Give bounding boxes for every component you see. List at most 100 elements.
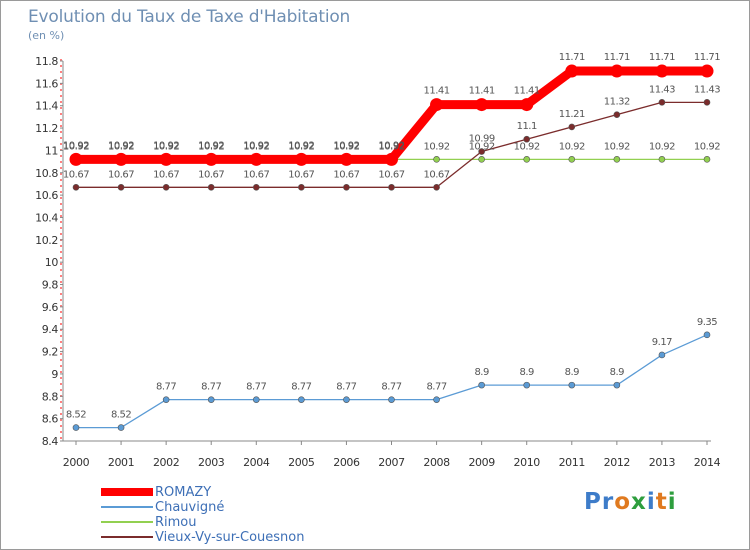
y-tick-label: 9.8 — [42, 279, 59, 292]
y-tick-label: 10 — [45, 256, 59, 269]
data-label-chauvigne: 8.52 — [111, 410, 131, 421]
x-tick-label: 2004 — [243, 456, 270, 469]
data-label-rimou: 10.92 — [108, 141, 134, 152]
data-label-rimou: 10.92 — [243, 141, 269, 152]
data-label-rimou: 10.92 — [469, 141, 495, 152]
legend-label-vieux-vy: Vieux-Vy-sur-Couesnon — [155, 530, 305, 545]
x-tick-label: 2011 — [559, 456, 585, 469]
x-tick-label: 2008 — [423, 456, 450, 469]
data-label-chauvigne: 8.9 — [520, 367, 535, 378]
data-label-chauvigne: 8.9 — [565, 367, 580, 378]
y-tick-label: 11.4 — [35, 100, 58, 113]
data-point-vieux-vy-sur-couesnon — [388, 183, 395, 191]
data-label-romazy: 10.92 — [198, 140, 224, 151]
data-label-vieux-vy-sur-couesnon: 10.67 — [63, 169, 89, 180]
data-point-chauvigne — [298, 396, 305, 403]
legend-swatch-romazy — [101, 488, 153, 496]
y-tick-label: 8.6 — [42, 413, 59, 426]
data-point-vieux-vy-sur-couesnon — [703, 99, 711, 106]
data-point-vieux-vy-sur-couesnon — [117, 183, 125, 191]
x-tick-label: 2007 — [378, 456, 405, 469]
data-point-chauvigne — [523, 381, 531, 389]
data-label-vieux-vy-sur-couesnon: 10.67 — [424, 169, 450, 180]
data-label-vieux-vy-sur-couesnon: 11.43 — [649, 84, 675, 95]
y-tick-label: 11.8 — [35, 55, 58, 68]
data-point-chauvigne — [658, 351, 666, 359]
data-label-chauvigne: 8.77 — [291, 382, 311, 393]
y-tick-label: 10.2 — [35, 234, 58, 247]
data-label-chauvigne: 8.77 — [201, 382, 221, 393]
data-label-romazy: 10.92 — [153, 140, 179, 151]
data-point-vieux-vy-sur-couesnon — [433, 183, 440, 191]
y-tick-label: 11.6 — [35, 77, 58, 90]
proxiti-logo: Proxiti — [584, 489, 677, 515]
data-label-vieux-vy-sur-couesnon: 10.67 — [198, 169, 224, 180]
data-label-chauvigne: 8.77 — [336, 382, 356, 393]
data-label-vieux-vy-sur-couesnon: 10.67 — [153, 169, 179, 180]
data-point-romazy — [475, 98, 489, 112]
data-point-chauvigne — [478, 381, 485, 389]
data-point-vieux-vy-sur-couesnon — [162, 183, 170, 191]
legend-swatch-vieux-vy — [101, 536, 153, 538]
data-label-romazy: 10.92 — [243, 140, 269, 151]
data-point-rimou — [658, 156, 666, 163]
data-label-vieux-vy-sur-couesnon: 10.67 — [333, 169, 359, 180]
data-label-rimou: 10.92 — [153, 141, 179, 152]
chart-axes: 8.4 8.6 8.8 9 9.2 9.4 9.6 9.8 10 10.2 10.4 10.6 10.8… — [35, 55, 721, 469]
data-label-vieux-vy-sur-couesnon: 11.43 — [694, 84, 720, 95]
data-point-romazy — [700, 64, 714, 78]
x-tick-label: 2009 — [468, 456, 495, 469]
data-point-romazy — [520, 98, 534, 112]
data-point-rimou — [478, 156, 485, 163]
data-label-vieux-vy-sur-couesnon: 10.67 — [288, 169, 314, 180]
data-point-chauvigne — [207, 396, 215, 403]
x-tick-label: 2014 — [694, 456, 721, 469]
x-tick-label: 2005 — [288, 456, 315, 469]
data-point-vieux-vy-sur-couesnon — [523, 135, 531, 143]
data-point-romazy — [655, 64, 669, 78]
data-label-vieux-vy-sur-couesnon: 11.32 — [604, 97, 630, 108]
logo-letter: i — [646, 489, 656, 515]
data-label-romazy: 10.92 — [108, 140, 134, 151]
chart-title: Evolution du Taux de Taxe d'Habitation — [28, 7, 351, 27]
data-label-rimou: 10.92 — [288, 141, 314, 152]
data-point-chauvigne — [703, 331, 711, 339]
x-tick-label: 2006 — [333, 456, 360, 469]
data-label-chauvigne: 9.35 — [697, 317, 717, 328]
data-point-rimou — [523, 156, 531, 163]
data-label-chauvigne: 8.77 — [156, 382, 176, 393]
data-point-chauvigne — [72, 424, 80, 431]
data-label-vieux-vy-sur-couesnon: 10.67 — [108, 169, 134, 180]
legend-label-chauvigne: Chauvigné — [155, 500, 225, 515]
data-point-romazy — [294, 152, 308, 166]
data-point-vieux-vy-sur-couesnon — [72, 183, 80, 191]
y-tick-label: 8.8 — [42, 390, 59, 403]
x-tick-label: 2002 — [153, 456, 179, 469]
x-tick-label: 2003 — [198, 456, 225, 469]
data-label-chauvigne: 8.9 — [610, 367, 625, 378]
data-label-chauvigne: 8.77 — [381, 382, 401, 393]
data-point-chauvigne — [162, 396, 170, 403]
data-point-romazy — [610, 64, 624, 78]
data-label-romazy: 10.92 — [288, 140, 314, 151]
data-point-chauvigne — [613, 381, 621, 389]
data-point-vieux-vy-sur-couesnon — [613, 111, 621, 118]
data-point-vieux-vy-sur-couesnon — [343, 183, 350, 191]
data-point-chauvigne — [343, 396, 350, 403]
data-label-rimou: 10.92 — [63, 141, 89, 152]
logo-letter: x — [631, 489, 647, 515]
x-tick-label: 2013 — [649, 456, 676, 469]
data-label-romazy: 11.41 — [469, 86, 495, 97]
data-label-romazy: 11.71 — [694, 52, 720, 63]
data-point-vieux-vy-sur-couesnon — [207, 183, 215, 191]
x-tick-label: 2010 — [514, 456, 541, 469]
legend-label-rimou: Rimou — [155, 515, 197, 530]
data-label-romazy: 11.71 — [604, 52, 630, 63]
data-label-vieux-vy-sur-couesnon: 10.67 — [378, 169, 404, 180]
y-tick-label: 9.4 — [42, 323, 59, 336]
data-point-romazy — [204, 152, 218, 166]
data-point-rimou — [433, 156, 440, 163]
data-point-rimou — [568, 156, 576, 163]
data-label-vieux-vy-sur-couesnon: 10.99 — [469, 134, 495, 145]
x-tick-label: 2001 — [108, 456, 134, 469]
